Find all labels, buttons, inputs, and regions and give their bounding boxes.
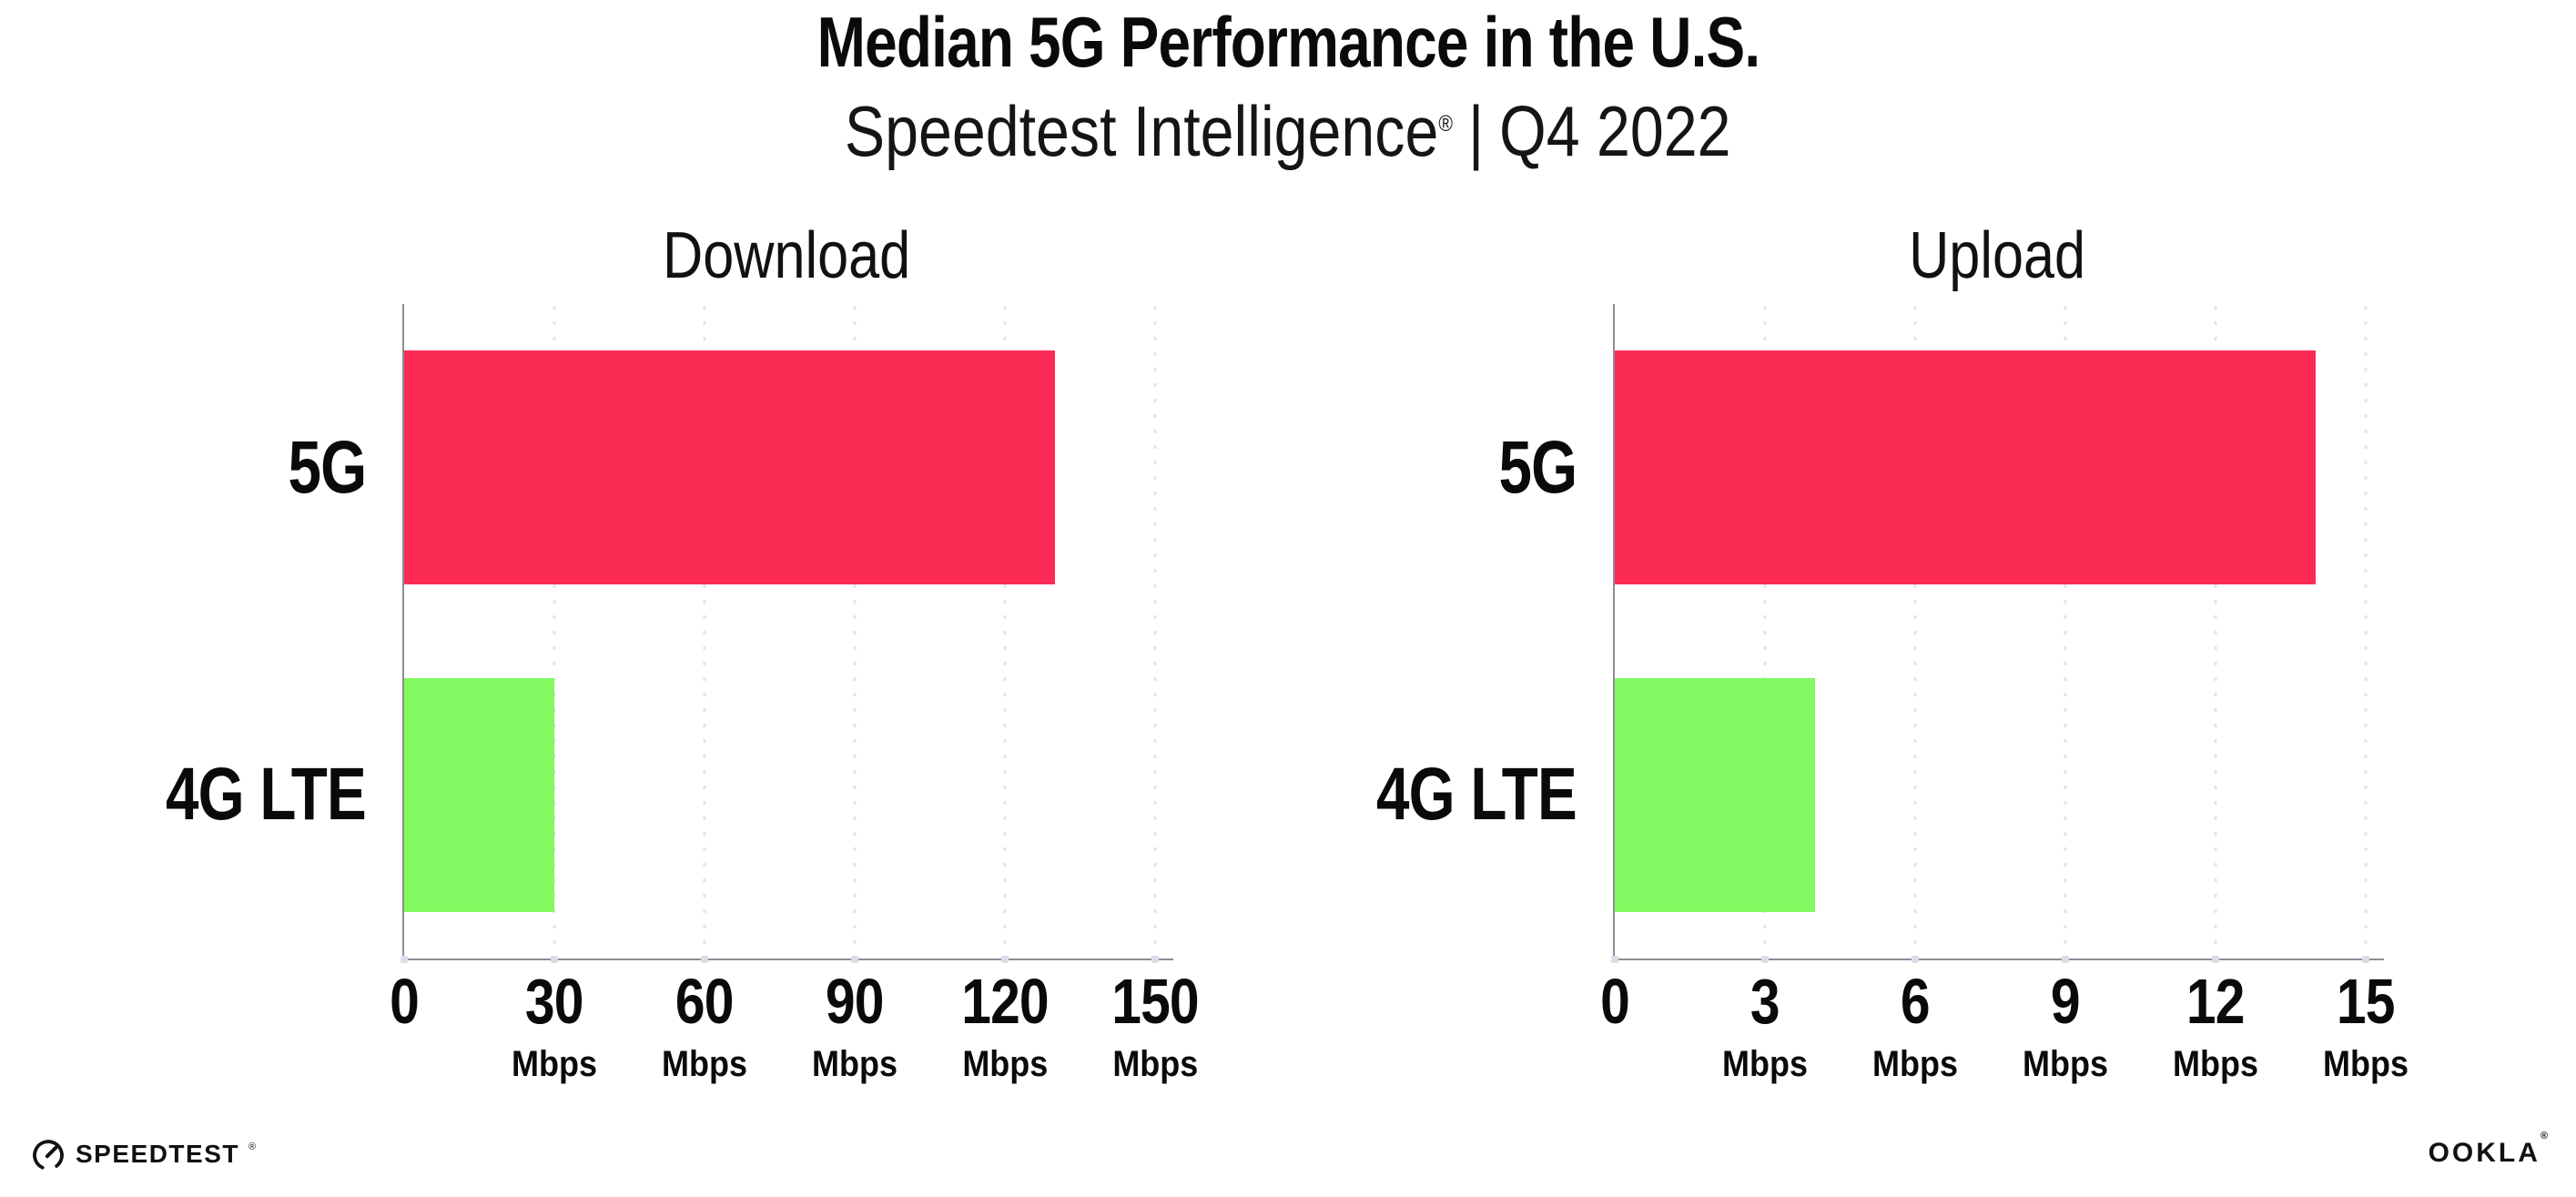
axis-tick-value: 60 bbox=[675, 966, 735, 1037]
gridline bbox=[2364, 306, 2368, 959]
gridline bbox=[1153, 306, 1157, 959]
axis-tick-dot bbox=[2062, 956, 2069, 963]
axis-tick: 30 Mbps bbox=[507, 969, 602, 1082]
bar-4g-lte bbox=[1615, 677, 1815, 912]
upload-chart: Upload 5G 4G LTE 0 3 Mbps 6 Mbps 9 Mbps 12 Mbps 15… bbox=[1340, 208, 2409, 1082]
axis-tick: 0 bbox=[1597, 969, 1632, 1033]
axis-tick-value: 6 bbox=[1901, 966, 1931, 1037]
category-label-5g: 5G bbox=[288, 425, 367, 509]
plot-area: 0 3 Mbps 6 Mbps 9 Mbps 12 Mbps 15 Mbps bbox=[1600, 304, 2409, 1082]
axis-tick-value: 150 bbox=[1111, 966, 1199, 1037]
panel-title: Upload bbox=[1909, 219, 2086, 292]
bar-row bbox=[404, 304, 1171, 632]
panel-title-wrap: Upload bbox=[1613, 208, 2382, 304]
ookla-wordmark: OOKLA bbox=[2428, 1138, 2541, 1168]
axis-tick: 6 Mbps bbox=[1868, 969, 1962, 1082]
bar-row bbox=[1615, 632, 2382, 959]
speedtest-gauge-icon bbox=[33, 1140, 64, 1171]
category-label-4g-lte: 4G LTE bbox=[166, 753, 367, 837]
gridline bbox=[2214, 306, 2217, 959]
axis-tick-value: 15 bbox=[2337, 966, 2396, 1037]
chart-body: 5G 4G LTE 0 3 Mbps 6 Mbps 9 Mbps 12 Mbps 15 Mbps bbox=[1340, 304, 2409, 1082]
axis-tick: 150 Mbps bbox=[1103, 969, 1207, 1082]
axis-tick-unit: Mbps bbox=[512, 1044, 597, 1084]
category-label-5g: 5G bbox=[1498, 425, 1577, 509]
axis-tick-value: 3 bbox=[1750, 966, 1780, 1037]
bar-row bbox=[1615, 304, 2382, 632]
axis-tick-unit: Mbps bbox=[662, 1044, 747, 1084]
axis-tick-unit: Mbps bbox=[1111, 1044, 1198, 1084]
x-axis-line bbox=[1613, 959, 2384, 960]
bar-row bbox=[404, 632, 1171, 959]
download-chart: Download 5G 4G LTE 0 30 Mbps 60 Mbps 90 Mbps 120… bbox=[129, 208, 1200, 1082]
gridline bbox=[1763, 306, 1767, 959]
axis-tick-dot bbox=[1611, 956, 1618, 963]
axis-tick-dot bbox=[701, 956, 708, 963]
gridline bbox=[553, 306, 556, 959]
axis-tick-unit: Mbps bbox=[2323, 1044, 2409, 1084]
chart-body: 5G 4G LTE 0 30 Mbps 60 Mbps 90 Mbps 120 Mbps 150 Mb… bbox=[129, 304, 1200, 1082]
axis-tick-dot bbox=[1151, 956, 1159, 963]
speedtest-logo: SPEEDTEST ® bbox=[30, 1136, 256, 1172]
ookla-logo: OOKLA® bbox=[2428, 1131, 2551, 1169]
gridline bbox=[1913, 306, 1917, 959]
page-title: Median 5G Performance in the U.S. bbox=[0, 2, 2576, 84]
bar-5g bbox=[404, 350, 1055, 585]
axis-tick-dot bbox=[2362, 956, 2369, 963]
axis-tick-unit: Mbps bbox=[812, 1044, 898, 1084]
axis-tick: 12 Mbps bbox=[2168, 969, 2263, 1082]
category-labels: 5G 4G LTE bbox=[129, 304, 402, 959]
axis-tick-dot bbox=[1001, 956, 1009, 963]
subtitle-brand: Speedtest Intelligence bbox=[845, 91, 1439, 171]
axis-tick-value: 9 bbox=[2051, 966, 2081, 1037]
subtitle-divider: | bbox=[1468, 91, 1485, 171]
axis-tick-unit: Mbps bbox=[1872, 1044, 1958, 1084]
axis-tick-dot bbox=[401, 956, 408, 963]
axis-tick-value: 0 bbox=[1600, 966, 1630, 1037]
page-subtitle: Speedtest Intelligence® | Q4 2022 bbox=[0, 91, 2576, 173]
axis-tick-value: 0 bbox=[390, 966, 420, 1037]
plot-area: 0 30 Mbps 60 Mbps 90 Mbps 120 Mbps 150 Mbps bbox=[390, 304, 1200, 1082]
axis-tick: 15 Mbps bbox=[2318, 969, 2413, 1082]
axis-ticks: 0 3 Mbps 6 Mbps 9 Mbps 12 Mbps 15 Mbps bbox=[1600, 969, 2409, 1097]
axis-tick-unit: Mbps bbox=[2173, 1044, 2258, 1084]
category-label-4g-lte: 4G LTE bbox=[1376, 753, 1577, 837]
axis-tick-value: 12 bbox=[2186, 966, 2246, 1037]
bar-5g bbox=[1615, 350, 2316, 585]
axis-tick-dot bbox=[1912, 956, 1919, 963]
axis-tick-value: 120 bbox=[961, 966, 1049, 1037]
axis-tick-dot bbox=[2212, 956, 2219, 963]
subtitle-period: Q4 2022 bbox=[1499, 91, 1731, 171]
panel-title: Download bbox=[663, 219, 911, 292]
axis-tick-unit: Mbps bbox=[961, 1044, 1048, 1084]
axis-tick-dot bbox=[1761, 956, 1769, 963]
gridline bbox=[853, 306, 857, 959]
category-labels: 5G 4G LTE bbox=[1340, 304, 1613, 959]
axis-tick-unit: Mbps bbox=[1722, 1044, 1808, 1084]
axis-tick-unit: Mbps bbox=[2023, 1044, 2108, 1084]
axis-tick: 9 Mbps bbox=[2018, 969, 2113, 1082]
gridline bbox=[703, 306, 706, 959]
axis-tick: 0 bbox=[387, 969, 421, 1033]
axis-tick-dot bbox=[851, 956, 858, 963]
axis-tick-dot bbox=[551, 956, 558, 963]
axis-tick-value: 30 bbox=[525, 966, 584, 1037]
registered-mark: ® bbox=[1438, 111, 1454, 137]
x-axis-line bbox=[402, 959, 1173, 960]
ookla-registered-mark: ® bbox=[2540, 1131, 2551, 1141]
speedtest-wordmark: SPEEDTEST bbox=[76, 1140, 239, 1168]
axis-tick: 60 Mbps bbox=[657, 969, 752, 1082]
speedtest-registered-mark: ® bbox=[248, 1141, 257, 1152]
axis-tick: 90 Mbps bbox=[807, 969, 902, 1082]
axis-tick: 3 Mbps bbox=[1718, 969, 1812, 1082]
bar-4g-lte bbox=[404, 677, 554, 912]
gridline bbox=[1003, 306, 1007, 959]
axis-tick-value: 90 bbox=[826, 966, 885, 1037]
page-title-text: Median 5G Performance in the U.S. bbox=[816, 2, 1760, 82]
axis-ticks: 0 30 Mbps 60 Mbps 90 Mbps 120 Mbps 150 Mbps bbox=[390, 969, 1200, 1097]
axis-tick: 120 Mbps bbox=[953, 969, 1057, 1082]
gridline bbox=[2064, 306, 2067, 959]
panel-title-wrap: Download bbox=[402, 208, 1171, 304]
